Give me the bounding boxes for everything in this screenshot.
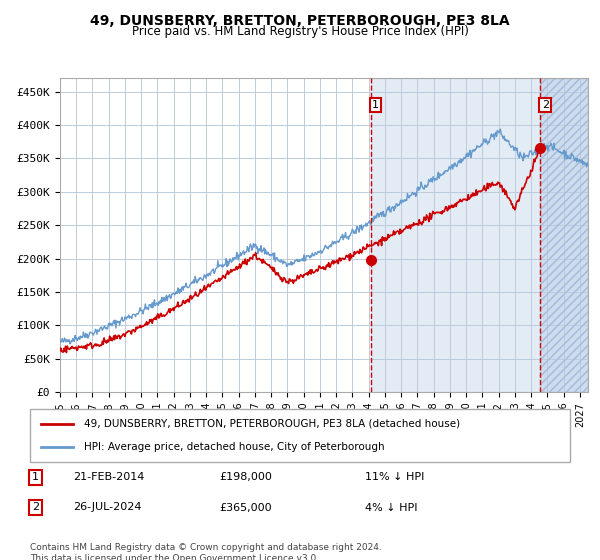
- Bar: [541, 78, 588, 392]
- Text: Contains HM Land Registry data © Crown copyright and database right 2024.
This d: Contains HM Land Registry data © Crown c…: [30, 543, 382, 560]
- Text: 21-FEB-2014: 21-FEB-2014: [73, 473, 145, 482]
- Text: Price paid vs. HM Land Registry's House Price Index (HPI): Price paid vs. HM Land Registry's House …: [131, 25, 469, 38]
- Text: 1: 1: [32, 473, 39, 482]
- Text: £198,000: £198,000: [219, 473, 272, 482]
- Bar: [541, 78, 588, 392]
- Text: 1: 1: [372, 100, 379, 110]
- FancyBboxPatch shape: [30, 409, 570, 462]
- Text: 2: 2: [542, 100, 549, 110]
- Text: £365,000: £365,000: [219, 502, 272, 512]
- Text: 11% ↓ HPI: 11% ↓ HPI: [365, 473, 424, 482]
- Text: 49, DUNSBERRY, BRETTON, PETERBOROUGH, PE3 8LA: 49, DUNSBERRY, BRETTON, PETERBOROUGH, PE…: [90, 14, 510, 28]
- Bar: [371, 78, 588, 392]
- Text: 2: 2: [32, 502, 39, 512]
- Text: HPI: Average price, detached house, City of Peterborough: HPI: Average price, detached house, City…: [84, 442, 385, 452]
- Text: 4% ↓ HPI: 4% ↓ HPI: [365, 502, 418, 512]
- Text: 26-JUL-2024: 26-JUL-2024: [73, 502, 142, 512]
- Text: 49, DUNSBERRY, BRETTON, PETERBOROUGH, PE3 8LA (detached house): 49, DUNSBERRY, BRETTON, PETERBOROUGH, PE…: [84, 419, 460, 429]
